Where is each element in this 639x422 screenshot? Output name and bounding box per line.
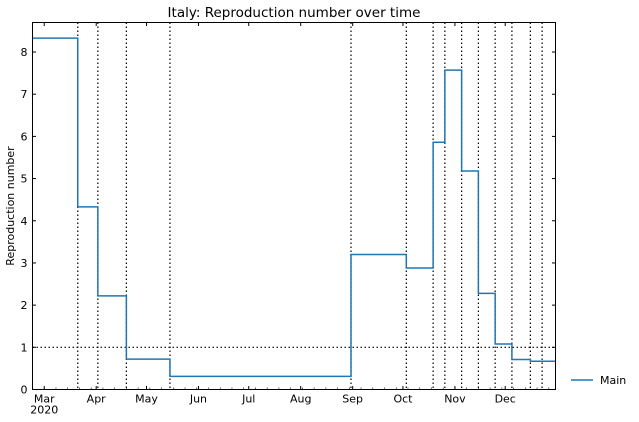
y-tick-label: 1 xyxy=(21,341,28,354)
x-tick-label: Jun xyxy=(189,393,207,406)
x-tick-label: Dec xyxy=(495,393,516,406)
x-tick-label: Oct xyxy=(393,393,413,406)
x-tick-label: Apr xyxy=(87,393,107,406)
legend: Main xyxy=(571,374,626,387)
y-tick-label: 4 xyxy=(21,215,28,228)
x-tick-sublabel: 2020 xyxy=(30,404,58,417)
y-tick-label: 2 xyxy=(21,299,28,312)
legend-label: Main xyxy=(600,374,626,387)
series-layer xyxy=(32,37,556,378)
x-tick-label: Mar xyxy=(34,393,55,406)
reference-lines xyxy=(32,22,556,390)
y-tick-label: 0 xyxy=(21,384,28,397)
series-line-main xyxy=(32,37,556,378)
x-tick-label: Nov xyxy=(444,393,466,406)
y-tick-label: 6 xyxy=(21,130,28,143)
x-tick-label: Sep xyxy=(342,393,363,406)
x-tick-label: Aug xyxy=(290,393,311,406)
y-tick-label: 8 xyxy=(21,46,28,59)
chart-title: Italy: Reproduction number over time xyxy=(168,5,421,21)
y-tick-label: 3 xyxy=(21,257,28,270)
x-tick-label: May xyxy=(135,393,158,406)
y-tick-label: 7 xyxy=(21,88,28,101)
plot-frame xyxy=(32,22,556,390)
x-tick-label: Jul xyxy=(241,393,255,406)
y-axis-label: Reproduction number xyxy=(4,146,17,266)
y-axis: 0 1 2 3 4 5 6 7 8 xyxy=(21,46,556,397)
y-tick-label: 5 xyxy=(21,173,28,186)
